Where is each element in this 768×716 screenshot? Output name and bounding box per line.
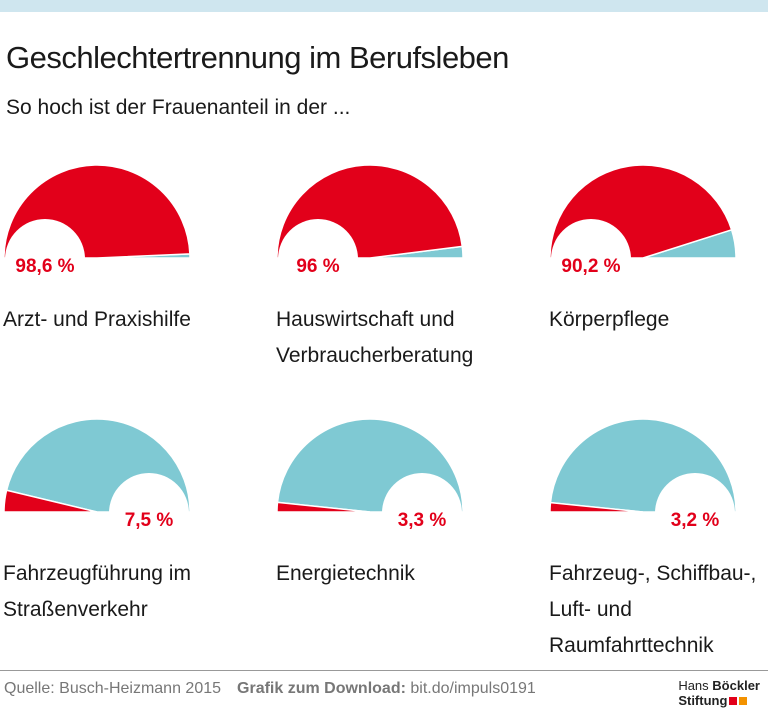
logo-text: Böckler [712,678,760,693]
category-label: Energietechnik [276,562,415,585]
category-label: Arzt- und Praxishilfe [3,308,191,331]
label-hole [5,219,85,259]
label-hole [655,473,735,513]
label-hole [382,473,462,513]
value-label: 98,6 % [15,256,74,277]
gauge-share [549,501,644,513]
logo-text: Stiftung [678,693,728,708]
source: Quelle: Busch-Heizmann 2015 [4,680,222,697]
top-bar [0,0,768,12]
logo-text: Hans [678,678,709,693]
value-label: 3,3 % [398,510,447,531]
footer-rule [0,670,768,671]
chart: 98,6 % 96 % 90,2 % 7,5 % 3,3 % 3,2 % [3,164,737,531]
category-label: Fahrzeug-, Schiffbau-, Luft- und Raumfah… [549,562,757,657]
value-label: 3,2 % [671,510,720,531]
logo: Hans Böckler Stiftung [678,678,760,708]
download-label: Grafik zum Download: [237,680,406,697]
label-hole [278,219,358,259]
footer: Quelle: Busch-Heizmann 2015 Grafik zum Do… [4,680,536,698]
gauge-share [276,501,371,513]
chart-subtitle: So hoch ist der Frauenanteil in der ... [6,96,351,119]
download-url: bit.do/impuls0191 [410,680,536,697]
chart-title: Geschlechtertrennung im Berufsleben [6,40,509,75]
label-hole [551,219,631,259]
category-label: Körperpflege [549,308,670,331]
category-label: Hauswirtschaft und Verbraucherberatung [276,308,474,367]
value-label: 7,5 % [125,510,174,531]
value-label: 96 % [296,256,339,277]
category-label: Fahrzeugführung im Straßenverkehr [3,562,191,621]
gauge-share [3,489,98,513]
label-hole [109,473,189,513]
value-label: 90,2 % [561,256,620,277]
